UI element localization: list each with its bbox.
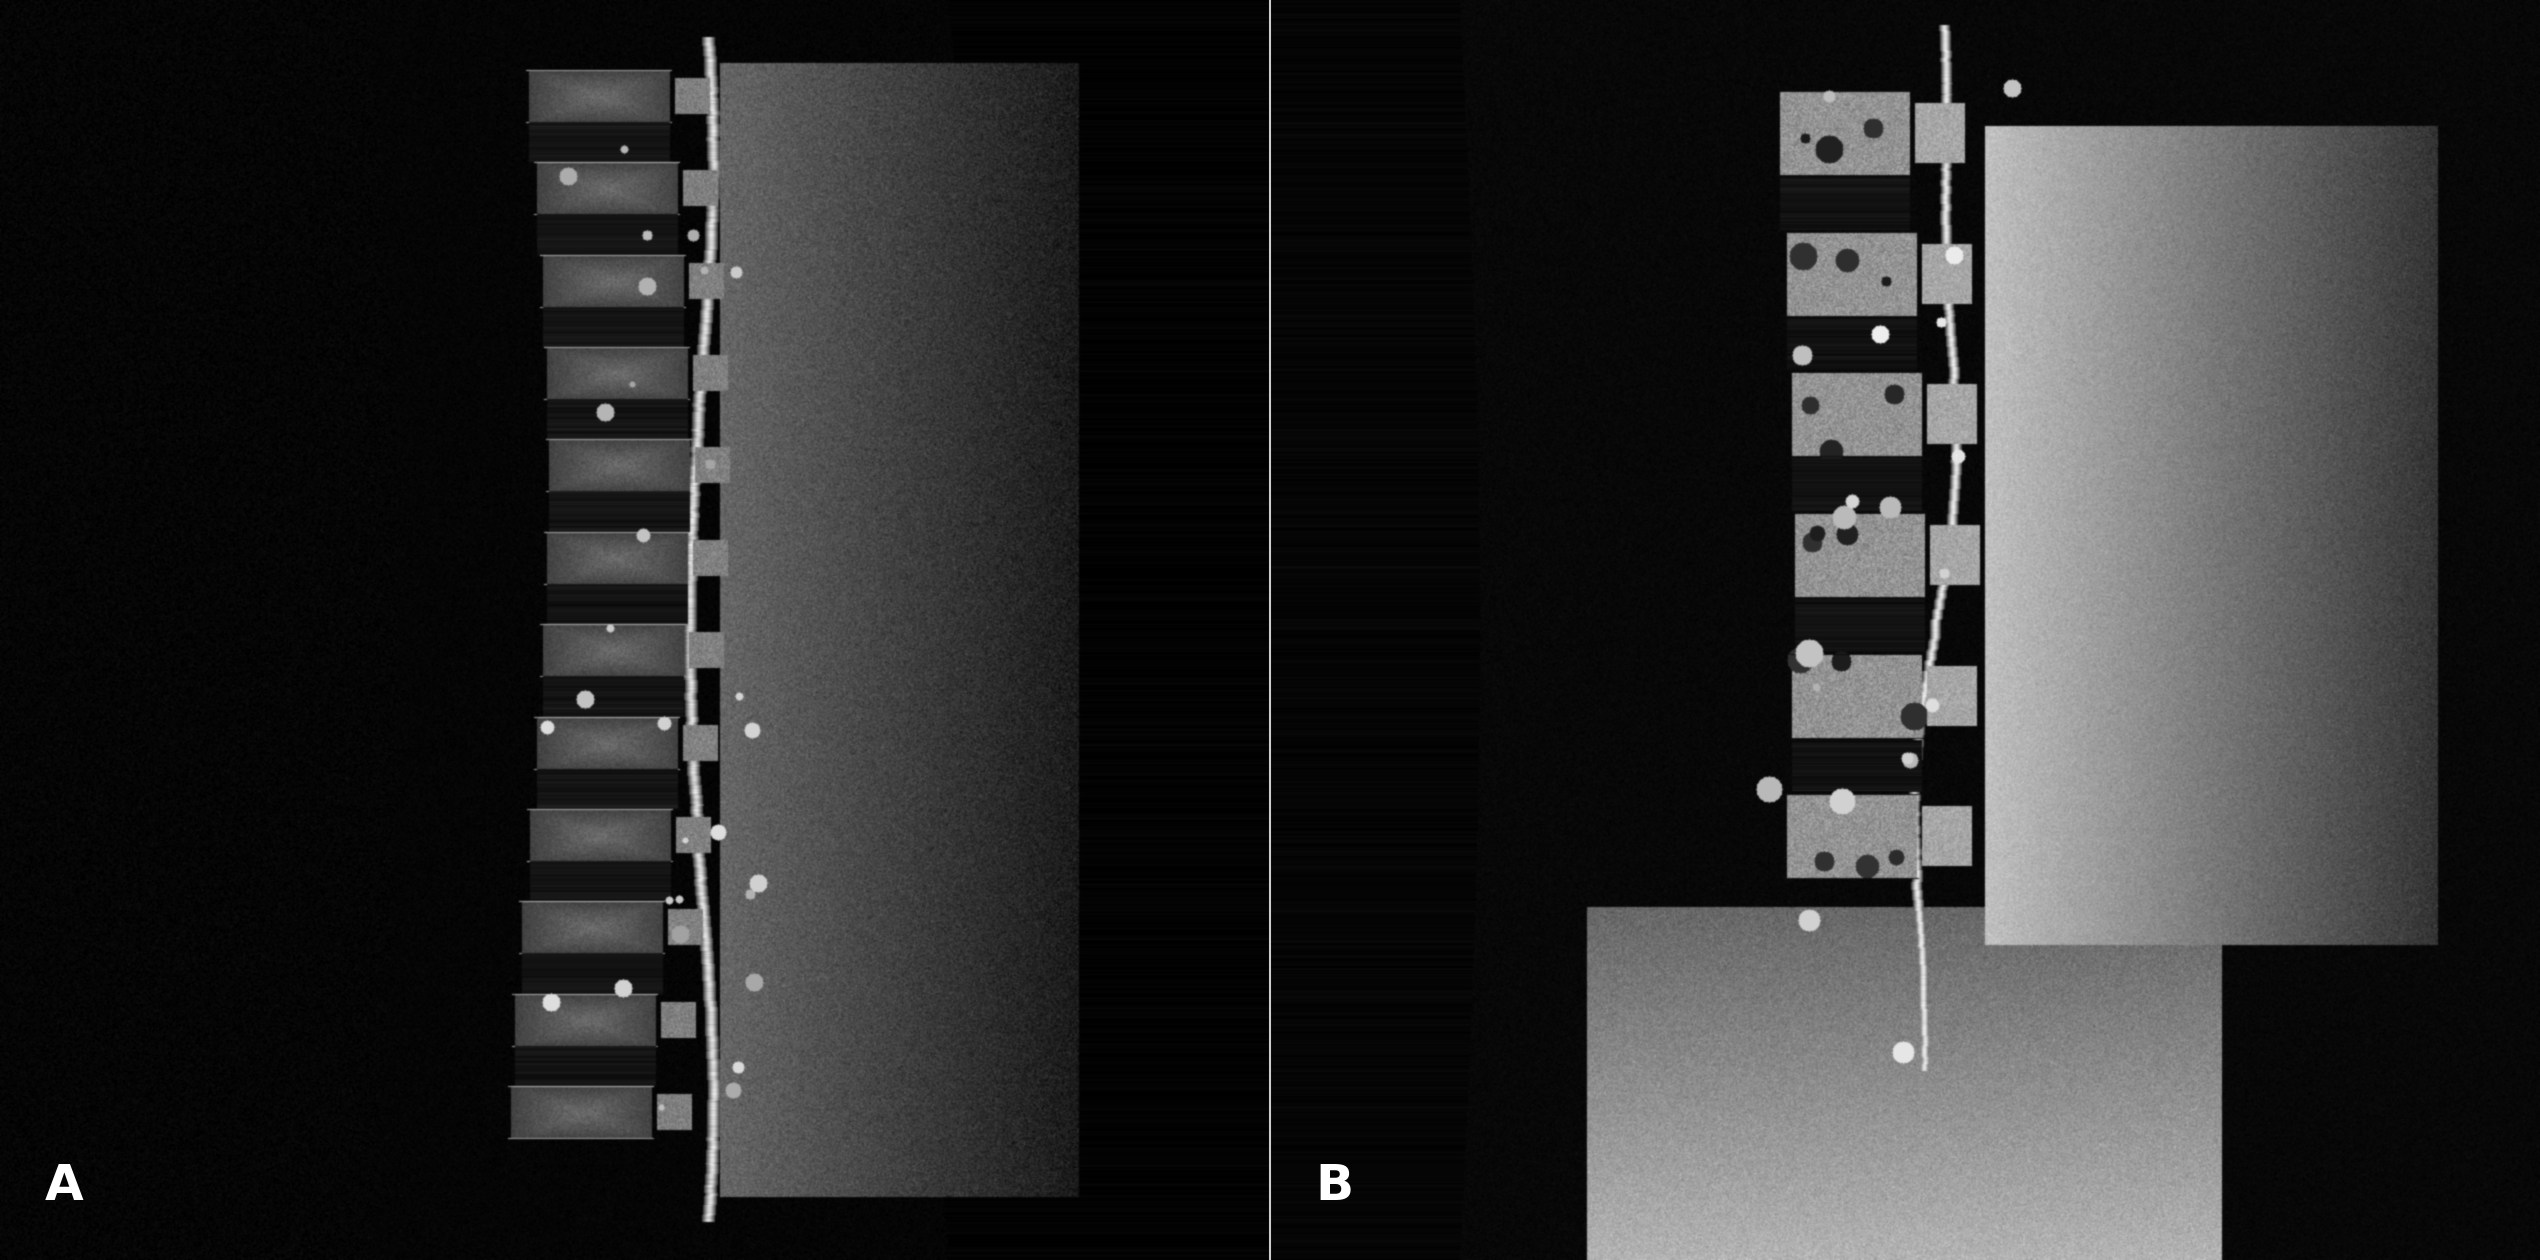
Text: B: B — [1316, 1162, 1354, 1210]
Text: A: A — [46, 1162, 84, 1210]
